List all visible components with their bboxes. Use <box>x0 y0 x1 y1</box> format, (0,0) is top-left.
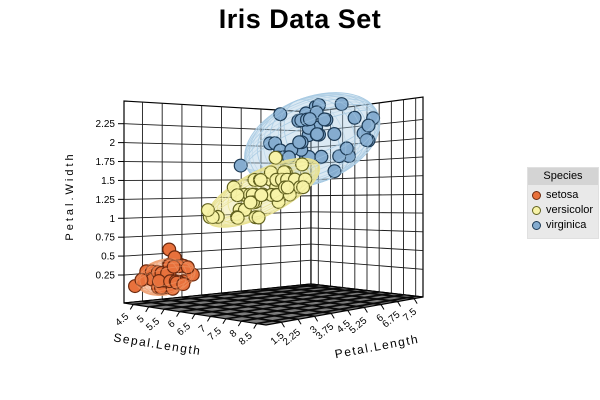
data-point <box>233 158 248 173</box>
legend: Species setosa versicolor virginica <box>527 167 599 239</box>
data-point <box>317 112 332 127</box>
data-point <box>243 195 258 210</box>
cluster-versicolor <box>200 150 321 228</box>
data-point <box>254 188 269 203</box>
svg-text:7.5: 7.5 <box>401 306 419 324</box>
svg-text:7: 7 <box>197 323 209 335</box>
legend-item-virginica[interactable]: virginica <box>528 218 598 233</box>
svg-text:5: 5 <box>135 313 147 325</box>
z-axis-title: Petal.Width <box>64 151 76 240</box>
svg-text:6: 6 <box>166 318 178 330</box>
legend-title: Species <box>528 168 598 185</box>
virginica-marker-icon <box>532 221 541 230</box>
legend-item-versicolor[interactable]: versicolor <box>528 203 598 218</box>
data-point <box>302 112 317 127</box>
svg-text:6: 6 <box>375 312 387 324</box>
svg-text:6.75: 6.75 <box>381 309 403 330</box>
svg-text:0.75: 0.75 <box>96 233 116 244</box>
svg-text:1.5: 1.5 <box>101 176 115 187</box>
svg-text:5.5: 5.5 <box>144 316 162 334</box>
legend-item-setosa[interactable]: setosa <box>528 188 598 203</box>
setosa-marker-icon <box>532 191 541 200</box>
data-point <box>334 97 349 112</box>
legend-item-label: virginica <box>546 219 587 231</box>
svg-text:8: 8 <box>228 328 240 340</box>
svg-text:6.5: 6.5 <box>175 321 193 339</box>
data-point <box>310 127 325 142</box>
svg-text:0.25: 0.25 <box>96 271 116 282</box>
data-point <box>251 210 266 225</box>
svg-text:8.5: 8.5 <box>237 330 255 348</box>
y-axis-title: Petal.Length <box>334 332 421 361</box>
svg-text:0.5: 0.5 <box>101 252 115 263</box>
svg-text:1.25: 1.25 <box>96 195 116 206</box>
data-point <box>268 150 283 165</box>
cluster-setosa <box>128 242 200 296</box>
svg-text:1: 1 <box>109 214 115 225</box>
svg-text:3.75: 3.75 <box>314 321 336 342</box>
svg-text:5.25: 5.25 <box>347 315 369 336</box>
data-point <box>327 126 342 141</box>
data-point <box>253 173 268 188</box>
data-point <box>292 135 307 150</box>
versicolor-marker-icon <box>532 206 541 215</box>
legend-item-label: versicolor <box>546 204 594 216</box>
svg-text:7.5: 7.5 <box>206 325 224 343</box>
svg-text:4.5: 4.5 <box>113 311 131 329</box>
data-point <box>347 110 362 125</box>
chart-title: Iris Data Set <box>218 4 382 34</box>
svg-text:2: 2 <box>109 138 115 149</box>
svg-text:2.25: 2.25 <box>96 119 116 130</box>
data-point <box>280 180 295 195</box>
svg-text:1.75: 1.75 <box>96 157 116 168</box>
svg-text:2.25: 2.25 <box>281 327 303 348</box>
legend-item-label: setosa <box>546 189 579 201</box>
svg-text:3: 3 <box>308 324 320 336</box>
x-axis-title: Sepal.Length <box>113 330 203 358</box>
